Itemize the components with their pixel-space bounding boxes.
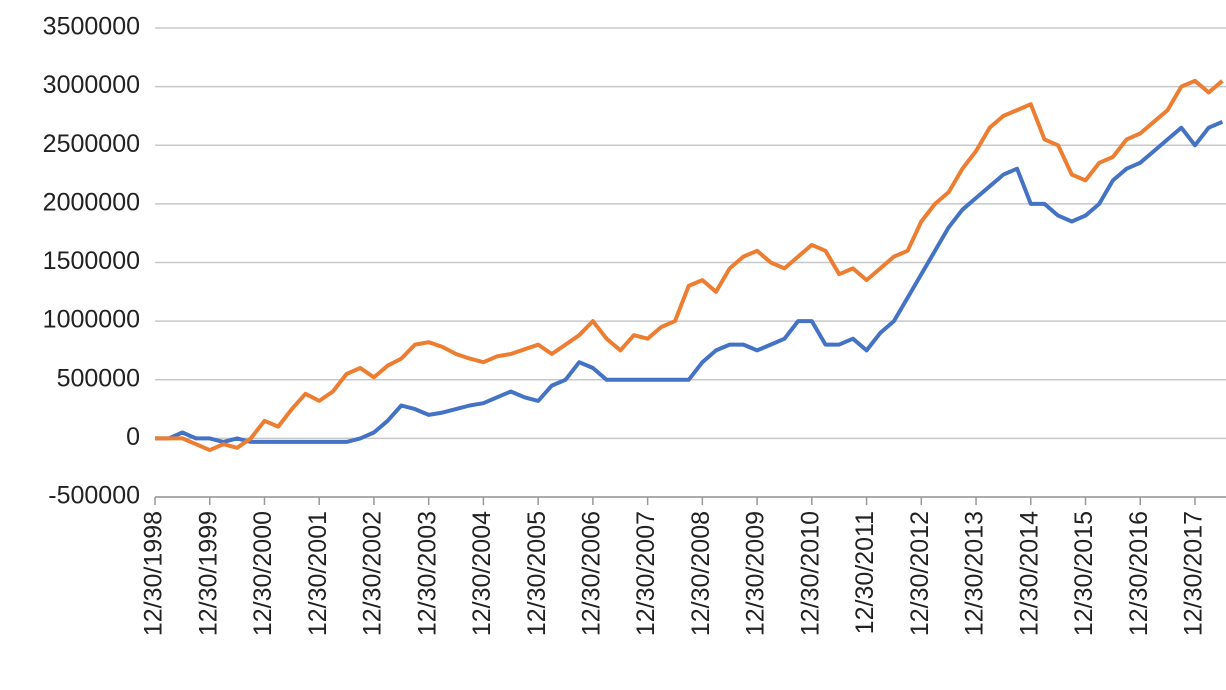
- y-tick-label: -500000: [48, 482, 140, 510]
- x-tick-label: 12/30/2006: [577, 511, 605, 636]
- x-tick-label: 12/30/2003: [413, 511, 441, 636]
- data-line: [155, 119, 1224, 444]
- y-tick-label: 2000000: [43, 188, 140, 216]
- x-tick-label: 12/30/2009: [742, 511, 770, 636]
- y-tick-label: 0: [126, 423, 140, 451]
- x-tick-label: 12/30/2014: [1015, 511, 1043, 636]
- x-tick-label: 12/30/2017: [1180, 511, 1208, 636]
- x-tick-label: 12/30/2004: [468, 511, 496, 636]
- x-tick-label: 12/30/2013: [961, 511, 989, 636]
- x-tick-label: 12/30/1998: [140, 511, 168, 636]
- x-tick-label: 12/30/2002: [359, 511, 387, 636]
- x-tick-label: 12/30/2000: [249, 511, 277, 636]
- y-tick-label: 3500000: [43, 13, 140, 41]
- x-tick-label: 12/30/2007: [632, 511, 660, 636]
- x-tick-label: 12/30/2010: [796, 511, 824, 636]
- x-tick-label: 12/30/2015: [1070, 511, 1098, 636]
- x-tick-label: 12/30/2005: [523, 511, 551, 636]
- y-tick-label: 1500000: [43, 247, 140, 275]
- y-tick-label: 1000000: [43, 306, 140, 334]
- x-tick-label: 12/30/2001: [304, 511, 332, 636]
- x-tick-label: 12/30/2012: [906, 511, 934, 636]
- x-tick-label: 12/30/1999: [194, 511, 222, 636]
- y-tick-label: 3000000: [43, 71, 140, 99]
- data-line: [155, 78, 1224, 453]
- x-tick-label: 12/30/2016: [1125, 511, 1153, 636]
- x-tick-label: 12/30/2011: [851, 511, 879, 634]
- x-tick-label: 12/30/2008: [687, 511, 715, 636]
- y-tick-label: 2500000: [43, 130, 140, 158]
- y-tick-label: 500000: [57, 364, 140, 392]
